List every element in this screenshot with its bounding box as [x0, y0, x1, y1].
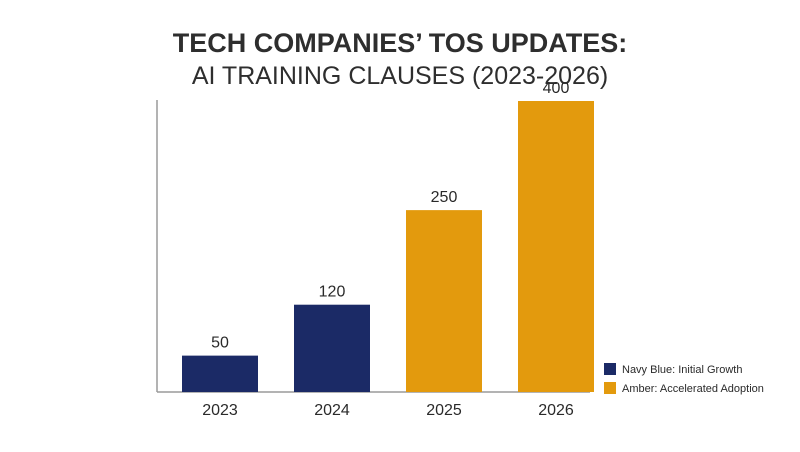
- legend-label-accelerated: Amber: Accelerated Adoption: [622, 383, 764, 395]
- legend-swatch-initial: [604, 363, 616, 375]
- legend: Navy Blue: Initial Growth Amber: Accelera…: [604, 363, 764, 395]
- bar-2024: [294, 304, 370, 392]
- chart-subtitle: AI TRAINING CLAUSES (2023-2026): [192, 62, 608, 90]
- x-tick-label-2024: 2024: [314, 402, 350, 419]
- bar-2026: [518, 101, 594, 392]
- chart-title: TECH COMPANIES’ TOS UPDATES:: [173, 28, 628, 58]
- legend-label-initial: Navy Blue: Initial Growth: [622, 364, 742, 376]
- bar-2025: [406, 210, 482, 392]
- data-label-2024: 120: [319, 284, 346, 301]
- x-tick-label-2023: 2023: [202, 402, 238, 419]
- legend-swatch-accelerated: [604, 382, 616, 394]
- x-tick-label-2025: 2025: [426, 402, 462, 419]
- data-label-2025: 250: [431, 189, 458, 206]
- plot-area: 50 2023 120 2024 250 2025 400 2026: [156, 80, 594, 419]
- bar-2023: [182, 355, 258, 392]
- data-label-2023: 50: [211, 335, 229, 352]
- x-tick-label-2026: 2026: [538, 402, 574, 419]
- data-label-2026: 400: [543, 80, 570, 97]
